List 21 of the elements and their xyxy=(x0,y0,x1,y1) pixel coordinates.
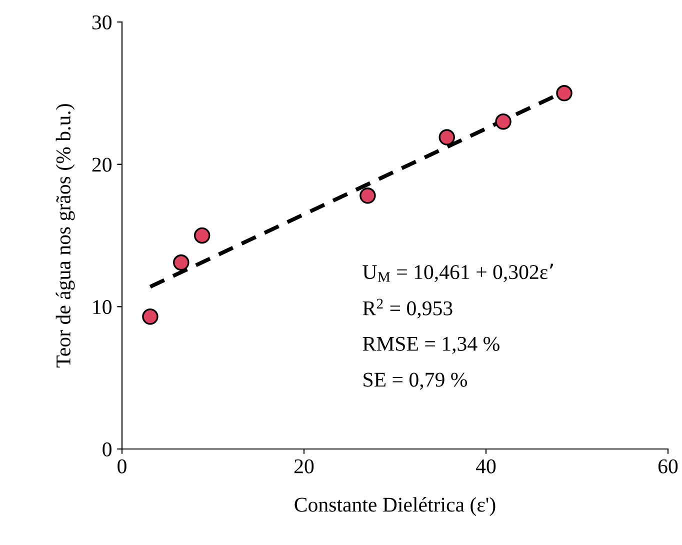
x-axis-title: Constante Dielétrica (ε') xyxy=(294,497,496,516)
point xyxy=(556,85,572,102)
point xyxy=(495,114,512,130)
point xyxy=(194,227,210,244)
point xyxy=(438,129,455,146)
y-axis-title: Teor de água nos grãos (% b.u.) xyxy=(56,104,75,368)
point xyxy=(142,308,158,325)
x-tick-label: 40 xyxy=(476,459,496,474)
y-tick-label: 10 xyxy=(93,300,112,314)
point xyxy=(173,254,190,271)
y-tick-label: 0 xyxy=(102,442,112,456)
y-tick-label: 30 xyxy=(92,15,112,30)
x-tick-label: 20 xyxy=(294,459,314,474)
annotation: RMSE = 1,34 % xyxy=(362,336,500,354)
x-tick-label: 0 xyxy=(118,459,126,474)
annotation: R$^{2}$ = 0,953 xyxy=(362,298,452,318)
annotation: SE = 0,79 % xyxy=(364,372,468,390)
y-tick-label: 20 xyxy=(92,158,112,172)
annotation: U$_{M}$ = 10,461 + 0,302ε’ xyxy=(362,264,553,282)
point xyxy=(360,188,376,204)
x-tick-label: 60 xyxy=(658,459,678,474)
